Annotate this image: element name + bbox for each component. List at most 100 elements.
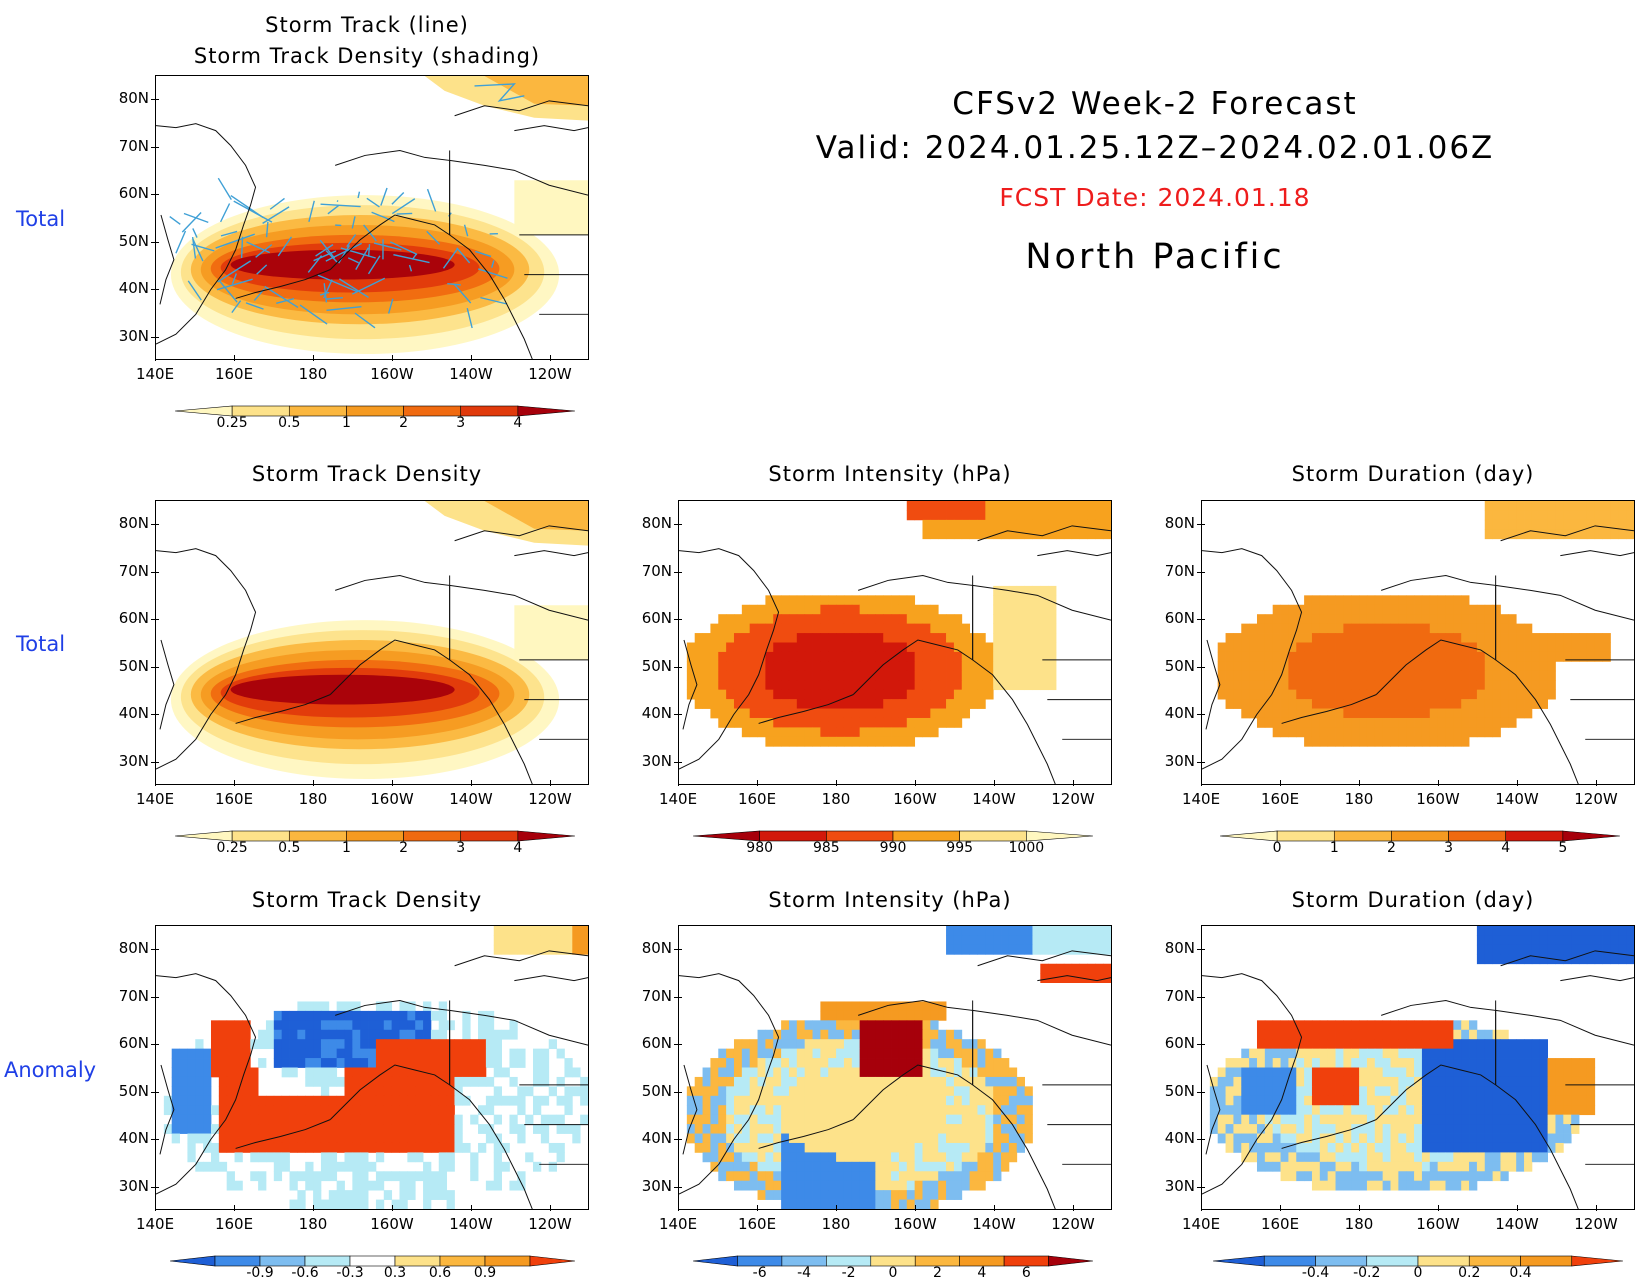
lon-tick-label: 180 [806,790,866,808]
lat-tick [674,949,682,950]
colorbar-label: 4 [493,415,543,431]
lat-tick [674,997,682,998]
lon-tick [678,780,679,786]
lat-tick-label: 50N [105,1082,149,1100]
lat-tick [1197,714,1205,715]
colorbar-label: 985 [801,840,851,856]
lat-tick [1197,1139,1205,1140]
colorbar-label: 4 [957,1265,1007,1281]
lon-tick [1596,780,1597,786]
lon-tick-label: 140E [1171,1215,1231,1233]
colorbar-label: 1 [321,415,371,431]
lon-tick-label: 180 [283,1215,343,1233]
valid-period: Valid: 2024.01.25.12Z–2024.02.01.06Z [760,130,1550,166]
lat-tick [674,762,682,763]
colorbar-label: 995 [935,840,985,856]
lat-tick [674,572,682,573]
lat-tick-label: 60N [1151,1034,1195,1052]
colorbar-label: 3 [1424,840,1474,856]
lat-tick [151,99,159,100]
lon-tick-label: 160E [1250,790,1310,808]
lat-tick [151,949,159,950]
colorbar-intensity-anomaly [693,1255,1093,1265]
forecast-date: FCST Date: 2024.01.18 [880,183,1430,212]
colorbar-label: 0.9 [460,1265,510,1281]
lat-tick [151,242,159,243]
lon-tick [155,1205,156,1211]
duration-anomaly-grid [1210,926,1634,1191]
lon-tick-label: 140W [1487,790,1547,808]
lon-tick-label: 160W [885,790,945,808]
lat-tick [151,289,159,290]
lon-tick-label: 120W [1566,1215,1626,1233]
lon-tick-label: 140W [441,1215,501,1233]
lon-tick [836,1205,837,1211]
lon-tick-label: 140W [441,365,501,383]
lat-tick [674,524,682,525]
colorbar-label: 980 [735,840,785,856]
lat-tick-label: 80N [105,89,149,107]
lat-tick [151,572,159,573]
colorbar-arrow-right [1049,1256,1093,1266]
colorbar-label: 0.25 [207,415,257,431]
lon-tick-label: 140W [964,790,1024,808]
colorbar-label: 6 [1001,1265,1051,1281]
lat-tick [151,147,159,148]
colorbar-arrow-right [530,1256,575,1266]
lon-tick [1280,780,1281,786]
lon-tick [234,1205,235,1211]
lat-tick [1197,997,1205,998]
lat-tick-label: 60N [105,184,149,202]
lat-tick-label: 40N [105,704,149,722]
colorbar-label: 3 [436,415,486,431]
colorbar-label: -0.2 [1342,1265,1392,1281]
lon-tick [1073,780,1074,786]
lat-tick [151,1092,159,1093]
lat-tick [151,997,159,998]
lat-tick-label: 40N [1151,1129,1195,1147]
lon-tick [678,1205,679,1211]
lat-tick [151,524,159,525]
lon-tick [392,1205,393,1211]
lon-tick [1438,1205,1439,1211]
lon-tick [471,355,472,361]
lat-tick [674,667,682,668]
lat-tick-label: 60N [105,1034,149,1052]
lon-tick [1517,1205,1518,1211]
lon-tick-label: 180 [283,365,343,383]
lat-tick [1197,524,1205,525]
lon-tick [471,780,472,786]
lon-tick-label: 160E [727,790,787,808]
colorbar-label: 1 [1309,840,1359,856]
lon-tick [313,780,314,786]
lon-tick [234,355,235,361]
lon-tick-label: 140E [125,790,185,808]
lat-tick [674,1092,682,1093]
lat-tick-label: 30N [1151,1177,1195,1195]
lat-tick-label: 80N [1151,514,1195,532]
lon-tick-label: 140E [125,365,185,383]
lat-tick [151,619,159,620]
colorbar-label: 0.5 [264,415,314,431]
colorbar-label: 5 [1538,840,1588,856]
lon-tick-label: 160W [362,1215,422,1233]
lat-tick-label: 60N [628,1034,672,1052]
lon-tick [1517,780,1518,786]
lat-tick-label: 40N [628,1129,672,1147]
lat-tick-label: 60N [105,609,149,627]
lon-tick-label: 120W [1566,790,1626,808]
colorbar-label: 4 [493,840,543,856]
lon-tick [1596,1205,1597,1211]
colorbar-duration [1220,830,1620,840]
lon-tick-label: 180 [283,790,343,808]
panel-title-density-anomaly: Storm Track Density [150,888,584,912]
lat-tick [151,762,159,763]
colorbar-label: -0.4 [1291,1265,1341,1281]
lon-tick-label: 160E [1250,1215,1310,1233]
panel-title-duration: Storm Duration (day) [1196,462,1630,486]
lon-tick [550,355,551,361]
lat-tick-label: 80N [105,514,149,532]
colorbar-density-anomaly [170,1255,575,1265]
lat-tick-label: 50N [628,1082,672,1100]
lon-tick [550,780,551,786]
